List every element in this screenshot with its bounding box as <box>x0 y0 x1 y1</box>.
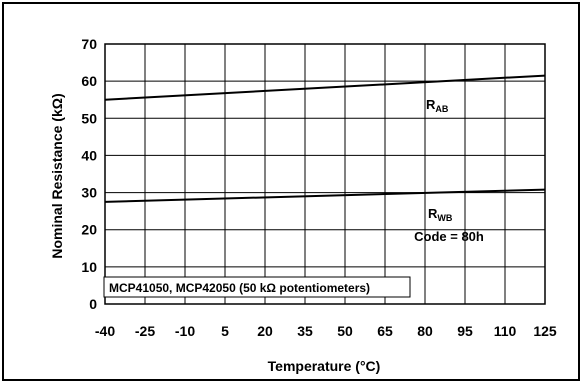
series-label-rab: RAB <box>426 97 449 114</box>
x-tick-label: 125 <box>533 323 557 339</box>
y-tick-label: 70 <box>81 36 97 52</box>
y-tick-label: 10 <box>81 259 97 275</box>
x-tick-label: 50 <box>337 323 353 339</box>
x-tick-label: -40 <box>95 323 115 339</box>
series-line-rab <box>104 74 546 101</box>
x-tick-label: 5 <box>221 323 229 339</box>
y-tick-label: 40 <box>81 147 97 163</box>
y-axis-title: Nominal Resistance (kΩ) <box>49 93 65 258</box>
y-tick-labels: 0 10 20 30 40 50 60 70 <box>81 36 97 312</box>
x-tick-label: 35 <box>297 323 313 339</box>
device-note-box <box>103 276 411 298</box>
chart-frame: -40 -25 -10 5 20 35 50 65 80 95 110 125 0 10 20 30 40 50… <box>2 2 580 381</box>
series-label-rab-main: R <box>426 97 436 112</box>
series-label-rab-sub: AB <box>435 104 448 114</box>
grid <box>104 43 546 305</box>
x-tick-label: 20 <box>257 323 273 339</box>
y-tick-label: 60 <box>81 73 97 89</box>
plot-border <box>104 43 546 305</box>
y-tick-label: 30 <box>81 185 97 201</box>
x-axis-title: Temperature (°C) <box>268 358 381 374</box>
code-annotation: Code = 80h <box>414 229 484 244</box>
series-lines <box>104 74 546 203</box>
x-tick-label: -10 <box>175 323 195 339</box>
series-label-rwb: RWB <box>428 206 453 223</box>
series-line-rwb <box>104 188 546 203</box>
device-note: MCP41050, MCP42050 (50 kΩ potentiometers… <box>109 281 370 295</box>
series-label-rwb-sub: WB <box>437 213 452 223</box>
y-tick-label: 20 <box>81 222 97 238</box>
series-label-rwb-main: R <box>428 206 438 221</box>
x-tick-label: 110 <box>494 323 517 339</box>
x-tick-label: 65 <box>377 323 393 339</box>
x-tick-label: 95 <box>457 323 473 339</box>
x-tick-labels: -40 -25 -10 5 20 35 50 65 80 95 110 125 <box>95 323 557 339</box>
y-tick-label: 0 <box>89 296 97 312</box>
x-tick-label: 80 <box>417 323 433 339</box>
chart-svg: -40 -25 -10 5 20 35 50 65 80 95 110 125 0 10 20 30 40 50… <box>49 36 557 374</box>
x-tick-label: -25 <box>135 323 155 339</box>
y-tick-label: 50 <box>81 110 97 126</box>
